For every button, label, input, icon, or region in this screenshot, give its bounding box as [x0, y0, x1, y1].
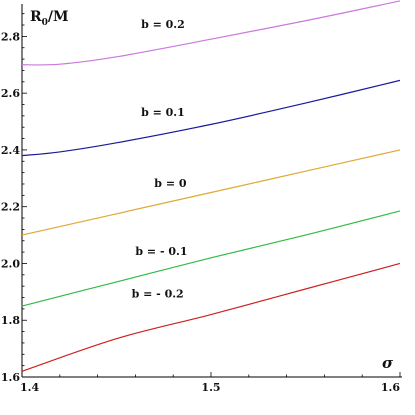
series-line-0 [21, 0, 401, 66]
series-label-3: b = - 0.1 [135, 245, 187, 258]
y-axis-title-main: R [30, 9, 42, 25]
x-tick-label: 1.6 [381, 381, 400, 394]
series-label-4: b = - 0.2 [132, 288, 184, 301]
series-line-4 [21, 262, 401, 372]
y-tick-label: 2.2 [1, 201, 20, 214]
x-tick-label: 1.4 [20, 381, 39, 394]
y-axis-title-sub: 0 [42, 18, 48, 28]
series-line-1 [21, 79, 401, 157]
series-line-2 [21, 149, 401, 236]
y-tick-label: 1.8 [1, 314, 20, 327]
series-label-0: b = 0.2 [141, 18, 185, 31]
ticks: 1.6 1.8 2.0 2.2 2.4 2.6 2.8 1.4 1.5 1.6 [1, 13, 401, 394]
series-lines [21, 0, 401, 372]
y-tick-label: 2.4 [1, 144, 20, 157]
axes [21, 4, 402, 378]
y-tick-label: 1.6 [1, 371, 20, 384]
series-line-3 [21, 210, 401, 307]
x-tick-label: 1.5 [201, 381, 220, 394]
x-axis-title: σ [382, 354, 394, 372]
series-labels: b = 0.2 b = 0.1 b = 0 b = - 0.1 b = - 0.2 [132, 18, 188, 301]
series-label-2: b = 0 [154, 177, 187, 190]
y-axis-title-tail: /M [48, 9, 69, 25]
y-tick-label: 2.0 [1, 257, 20, 270]
y-tick-label: 2.8 [1, 30, 20, 43]
y-tick-label: 2.6 [1, 87, 20, 100]
series-label-1: b = 0.1 [141, 106, 185, 119]
y-axis-title: R0/M [30, 9, 69, 28]
